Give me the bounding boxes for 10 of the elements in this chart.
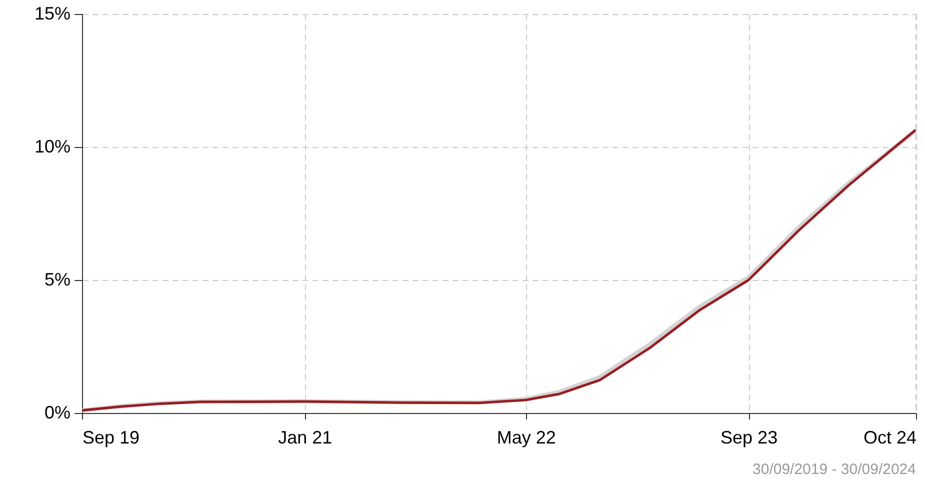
x-tick-label: Sep 19 — [82, 428, 140, 448]
x-tick-label: Oct 24 — [863, 428, 916, 448]
y-tick-label: 5% — [44, 270, 70, 290]
y-tick-label: 15% — [34, 4, 70, 24]
y-tick-label: 10% — [34, 136, 70, 156]
text: 30/09/2019 - 30/09/2024 — [752, 461, 916, 478]
y-tick-label: 0% — [44, 402, 70, 422]
x-tick-label: Sep 23 — [720, 428, 778, 448]
x-tick-label: Jan 21 — [278, 428, 332, 448]
x-tick-label: May 22 — [496, 428, 556, 448]
